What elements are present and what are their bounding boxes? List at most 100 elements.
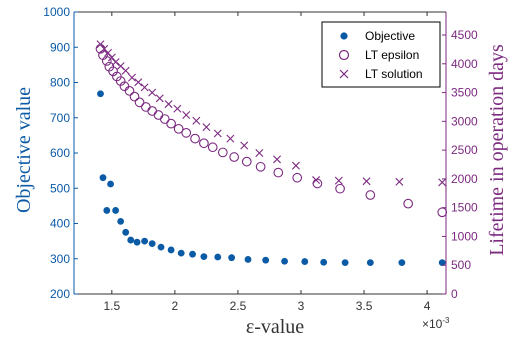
- point-lt-solution: [128, 73, 136, 82]
- point-lt-solution: [334, 176, 343, 185]
- point-objective: [122, 228, 130, 236]
- point-lt-epsilon: [273, 167, 284, 178]
- point-lt-solution-stroke: [111, 58, 120, 67]
- point-objective: [228, 254, 236, 262]
- point-lt-solution: [202, 123, 211, 132]
- point-objective: [244, 256, 252, 263]
- point-objective: [112, 207, 120, 214]
- point-lt-solution: [438, 178, 447, 187]
- point-lt-epsilon: [101, 56, 112, 66]
- x-tick-label: 2: [172, 299, 179, 313]
- point-lt-solution-stroke: [255, 149, 264, 157]
- point-lt-solution-stroke: [107, 53, 116, 62]
- point-lt-solution: [107, 53, 116, 62]
- x-axis-title: ε-value: [246, 316, 304, 338]
- x-tick-label: 3.5: [356, 299, 373, 313]
- point-lt-epsilon: [199, 138, 209, 149]
- point-objective: [320, 258, 328, 266]
- right-axis-title: Lifetime in operation days: [486, 44, 508, 256]
- point-lt-solution-stroke: [173, 104, 182, 113]
- point-objective: [438, 259, 446, 267]
- x-tick-label: 3: [298, 299, 305, 313]
- point-lt-solution-stroke: [334, 176, 343, 185]
- point-lt-solution-stroke: [192, 116, 201, 125]
- point-lt-epsilon: [181, 128, 192, 138]
- legend-marker-objective: [340, 32, 348, 40]
- point-lt-solution: [140, 83, 149, 92]
- point-objective: [189, 250, 196, 258]
- right-tick-label: 0: [451, 287, 458, 301]
- point-lt-epsilon: [166, 118, 176, 129]
- point-lt-solution-stroke: [240, 141, 249, 150]
- point-lt-solution-stroke: [164, 100, 173, 109]
- point-lt-epsilon: [312, 178, 323, 189]
- right-tick-label: 3000: [451, 114, 478, 128]
- right-tick-label: 4500: [451, 28, 478, 42]
- right-tick-label: 1500: [451, 201, 478, 215]
- point-lt-epsilon: [129, 91, 140, 102]
- point-lt-solution: [291, 161, 300, 170]
- right-tick-label: 500: [451, 258, 471, 272]
- legend-label-lt-epsilon: LT epsilon: [365, 48, 419, 62]
- point-lt-solution-stroke: [155, 94, 164, 103]
- point-objective: [167, 246, 175, 254]
- point-objective: [262, 256, 270, 264]
- left-tick-label: 900: [50, 40, 70, 54]
- point-objective: [301, 258, 309, 265]
- point-lt-epsilon: [292, 172, 303, 183]
- point-lt-solution: [240, 141, 249, 150]
- point-objective: [99, 174, 107, 182]
- point-objective: [366, 259, 374, 267]
- point-lt-solution: [96, 40, 105, 49]
- x-axis-multiplier: ×10-3: [422, 316, 450, 331]
- x-multiplier-base: ×10: [422, 317, 443, 331]
- point-lt-epsilon: [229, 152, 239, 162]
- point-lt-solution: [395, 177, 404, 186]
- point-lt-solution-stroke: [273, 155, 282, 164]
- point-objective: [281, 257, 288, 265]
- point-lt-solution-stroke: [202, 123, 211, 132]
- point-lt-epsilon: [159, 114, 170, 124]
- point-objective: [127, 236, 135, 244]
- point-lt-epsilon: [134, 97, 145, 108]
- point-lt-solution: [192, 116, 201, 125]
- point-lt-solution: [226, 134, 235, 143]
- x-tick-label: 2.5: [230, 299, 247, 313]
- left-tick-label: 500: [50, 181, 70, 195]
- left-axis-title: Objective value: [13, 87, 35, 213]
- point-objective: [133, 238, 141, 246]
- legend-marker-lt-epsilon: [338, 49, 350, 61]
- point-lt-solution-stroke: [128, 73, 136, 82]
- left-tick-label: 400: [50, 217, 70, 231]
- point-lt-epsilon: [153, 110, 164, 120]
- point-objective: [157, 243, 165, 251]
- left-tick-label: 700: [50, 111, 70, 125]
- legend-marker-lt-solution: [339, 69, 349, 79]
- point-lt-solution-stroke: [116, 62, 125, 71]
- point-objective: [97, 90, 104, 98]
- right-tick-label: 2500: [451, 143, 478, 157]
- point-lt-solution: [362, 177, 371, 186]
- point-lt-solution-stroke: [121, 66, 130, 75]
- point-lt-solution: [148, 88, 157, 97]
- point-objective: [148, 240, 156, 247]
- point-lt-solution-stroke: [96, 40, 105, 49]
- right-tick-label: 1000: [451, 229, 478, 243]
- plot-area: [95, 40, 448, 267]
- point-lt-solution-stroke: [134, 78, 143, 87]
- point-lt-epsilon: [124, 85, 135, 96]
- point-lt-solution: [213, 129, 222, 138]
- point-lt-solution: [155, 94, 164, 103]
- point-lt-solution: [111, 58, 120, 67]
- point-lt-solution: [182, 111, 191, 120]
- point-objective: [398, 259, 406, 267]
- legend-label-objective: Objective: [365, 29, 415, 43]
- point-lt-epsilon: [241, 156, 252, 167]
- right-tick-label: 4000: [451, 57, 478, 71]
- left-tick-label: 300: [50, 252, 70, 266]
- point-lt-epsilon: [190, 133, 200, 144]
- point-lt-solution-stroke: [362, 177, 371, 186]
- point-lt-solution: [255, 149, 264, 157]
- point-lt-epsilon: [403, 198, 414, 209]
- point-lt-solution-stroke: [395, 177, 404, 186]
